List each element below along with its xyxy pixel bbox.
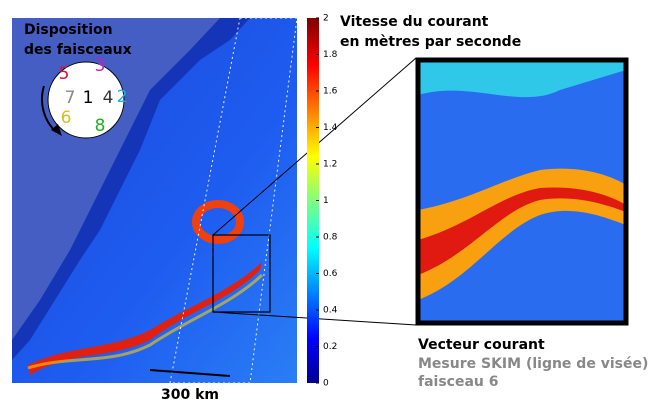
scale-label: 300 km — [161, 387, 219, 403]
colorbar-tick-label: 0.6 — [323, 269, 338, 279]
colorbar-label: Vitesse du courant — [340, 14, 489, 30]
colorbar-tick-label: 0.8 — [323, 233, 338, 243]
colorbar-tick-label: 0 — [323, 379, 329, 389]
beam-label: 1 — [83, 88, 94, 108]
colorbar-tick-label: 0.4 — [323, 306, 338, 316]
inset — [415, 57, 629, 326]
beam-title: Disposition — [24, 22, 113, 38]
beam-label: 7 — [65, 88, 76, 108]
colorbar-tick-label: 1.8 — [323, 50, 338, 60]
colorbar-tick-label: 1.4 — [323, 123, 338, 133]
beam-label: 4 — [103, 88, 114, 108]
legend-beam: faisceau 6 — [418, 374, 499, 390]
beam-label: 8 — [95, 116, 106, 136]
colorbar — [307, 18, 319, 383]
colorbar-tick-label: 1 — [323, 196, 329, 206]
colorbar-tick-label: 2 — [323, 14, 329, 24]
beam-label: 5 — [59, 64, 70, 84]
beam-label: 2 — [117, 87, 128, 107]
colorbar-tick-label: 0.2 — [323, 342, 337, 352]
legend-measure: Mesure SKIM (ligne de visée) — [418, 356, 648, 372]
scale-line — [149, 369, 231, 377]
colorbar-tick-label: 1.2 — [323, 160, 337, 170]
colorbar-label: en mètres par seconde — [340, 34, 521, 50]
colorbar-tick-label: 1.6 — [323, 87, 338, 97]
beam-diagram: Disposition des faisceaux — [24, 22, 132, 139]
beam-title: des faisceaux — [24, 42, 132, 58]
beam-label: 3 — [95, 56, 106, 76]
beam-label: 6 — [61, 108, 72, 128]
legend-vector: Vecteur courant — [418, 337, 545, 353]
